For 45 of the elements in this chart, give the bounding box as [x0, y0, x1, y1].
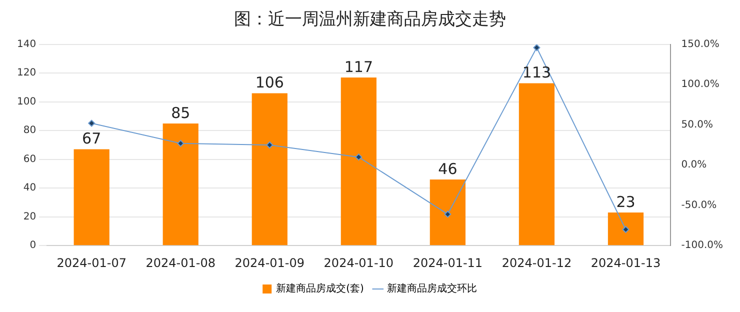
bar: [74, 149, 110, 246]
data-label: 46: [438, 160, 458, 178]
data-label: 113: [522, 64, 552, 82]
point: [533, 44, 540, 52]
x-tick-label: 2024-01-12: [502, 256, 572, 270]
point: [88, 120, 96, 127]
point: [444, 210, 452, 218]
y-tick-label: 20: [23, 211, 36, 222]
bar: [162, 123, 198, 246]
x-tick-label: 2024-01-07: [56, 256, 126, 270]
point: [177, 140, 184, 147]
y-tick-label: 140: [16, 38, 36, 50]
data-label: 23: [616, 192, 636, 211]
y2-tick-label: -100.0%: [681, 240, 724, 252]
bar: [518, 83, 555, 246]
bar: [340, 77, 376, 246]
y-tick-label: 0: [30, 240, 36, 252]
y2-tick-label: 100.0%: [681, 79, 720, 90]
y2-tick-label: -50.0%: [681, 200, 717, 211]
data-label: 117: [344, 58, 373, 76]
y-tick-label: 40: [23, 182, 36, 194]
bar: [252, 93, 288, 246]
y2-tick-label: 150.0%: [681, 38, 720, 50]
point: [266, 142, 274, 148]
point: [622, 226, 630, 234]
x-tick-label: 2024-01-08: [146, 256, 216, 270]
data-label: 85: [171, 104, 190, 122]
y-tick-label: 80: [23, 125, 36, 136]
chart-title: 图：近一周温州新建商品房成交走势: [234, 10, 506, 30]
point: [355, 154, 362, 161]
data-label: 106: [255, 74, 284, 92]
bar: [430, 179, 466, 246]
y2-tick-label: 50.0%: [681, 119, 714, 130]
y2-tick-label: 0.0%: [681, 160, 707, 171]
x-tick-label: 2024-01-10: [324, 256, 394, 270]
data-label: 67: [82, 130, 102, 148]
y-tick-label: 120: [16, 68, 36, 79]
x-tick-label: 2024-01-09: [234, 256, 305, 270]
legend-label: 新建商品房成交环比: [386, 282, 477, 295]
y-tick-label: 100: [16, 96, 36, 108]
y-tick-label: 60: [23, 154, 36, 165]
x-tick-label: 2024-01-13: [590, 256, 661, 270]
bar: [608, 212, 644, 246]
legend-label: 新建商品房成交(套): [276, 282, 364, 295]
x-tick-label: 2024-01-11: [412, 256, 483, 270]
